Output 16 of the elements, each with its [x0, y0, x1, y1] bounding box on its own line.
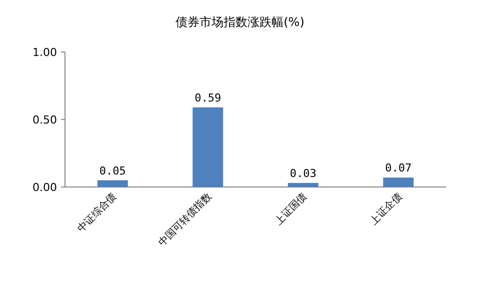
chart-title: 债券市场指数涨跌幅(%): [176, 15, 304, 29]
data-label: 0.03: [290, 166, 316, 180]
bar: [97, 180, 128, 187]
data-label: 0.07: [385, 162, 412, 175]
bar: [383, 178, 414, 187]
x-tick-label: 上证国债: [272, 190, 310, 228]
data-label: 0.05: [99, 164, 126, 178]
y-tick-label: 0.00: [32, 180, 57, 194]
y-tick-label: 1.00: [32, 46, 57, 59]
bar: [288, 182, 318, 187]
y-tick-label: 0.50: [32, 113, 57, 126]
x-tick-label: 中国可转债指数: [156, 190, 214, 249]
x-tick-label: 上证企债: [368, 190, 404, 228]
data-label: 0.59: [194, 91, 222, 104]
x-tick-label: 中证综合债: [74, 190, 119, 234]
bar: [192, 107, 224, 187]
